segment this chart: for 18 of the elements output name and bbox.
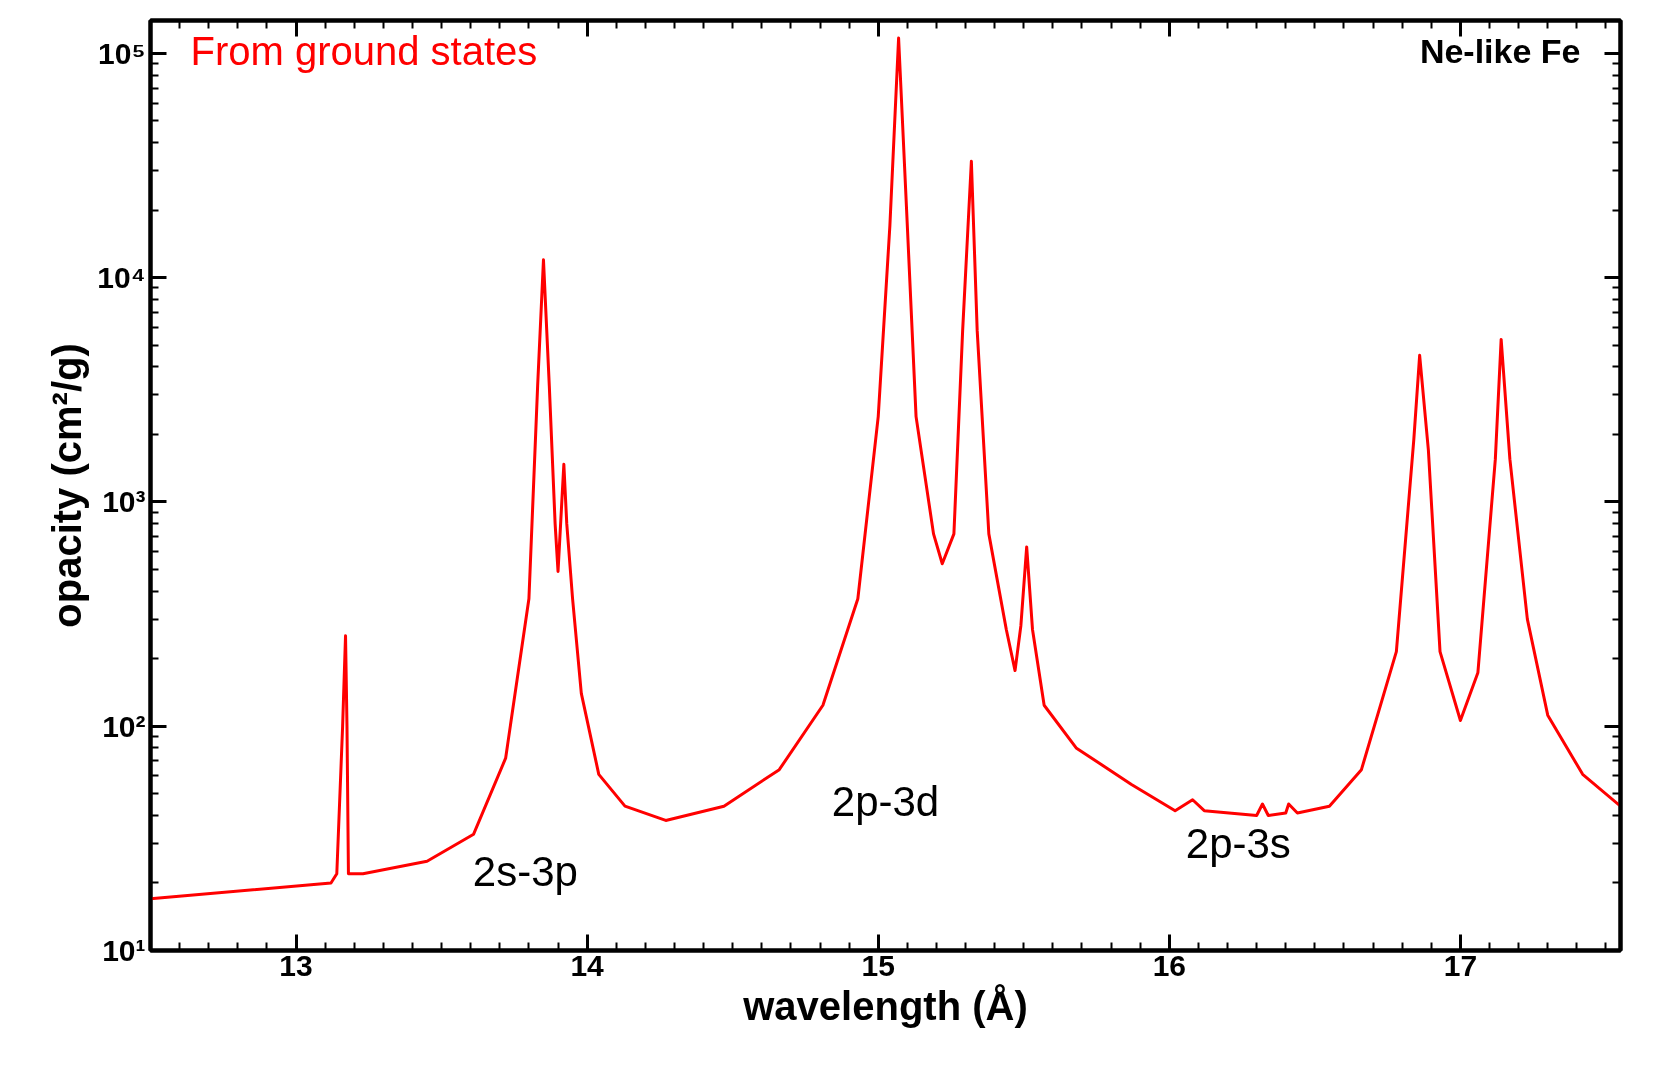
y-tick-label: 10⁴ <box>97 261 146 295</box>
x-tick-label: 15 <box>861 948 895 982</box>
x-tick-label: 17 <box>1443 948 1478 982</box>
x-tick-label: 14 <box>570 948 605 982</box>
x-tick-label: 16 <box>1152 948 1186 982</box>
y-axis-title: opacity (cm²/g) <box>45 343 90 628</box>
x-tick-label: 13 <box>279 948 313 982</box>
x-axis-title: wavelength (Å) <box>742 983 1028 1028</box>
annotation: 2s-3p <box>472 847 578 895</box>
line-series <box>150 36 1621 901</box>
y-tick-label: 10² <box>102 709 146 743</box>
y-tick-label: 10³ <box>102 485 146 519</box>
annotation: 2p-3d <box>831 778 940 826</box>
y-tick-label: 10⁵ <box>98 36 146 70</box>
annotation: From ground states <box>190 28 538 73</box>
y-tick-label: 10¹ <box>102 934 146 967</box>
annotation: Ne-like Fe <box>1419 31 1581 70</box>
annotation: 2p-3s <box>1185 820 1291 868</box>
